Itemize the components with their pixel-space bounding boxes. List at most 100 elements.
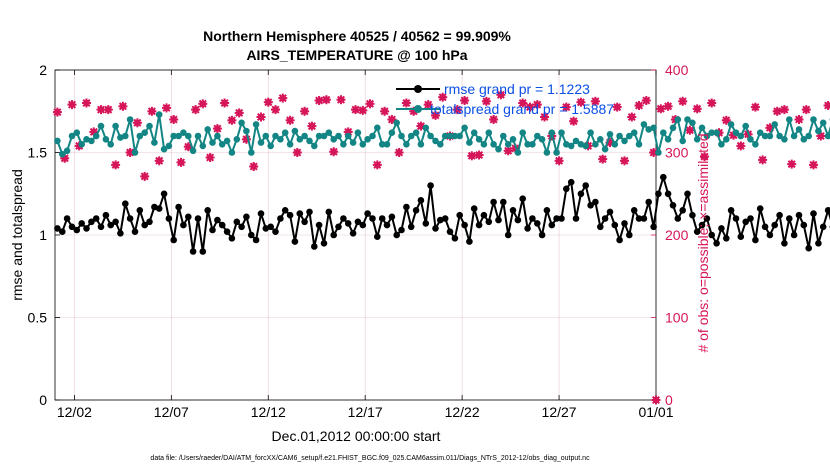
obs-assimilated-point: [380, 106, 390, 116]
totalspread-point: [398, 132, 405, 140]
data-series: [52, 90, 830, 405]
totalspread-point: [538, 136, 546, 143]
totalspread-point: [534, 132, 541, 140]
rmse-point: [524, 225, 531, 232]
rmse-point: [83, 225, 90, 232]
totalspread-point: [742, 122, 749, 130]
rmse-point: [199, 248, 207, 255]
obs-marker-d2: [96, 105, 106, 114]
obs-marker-d2: [329, 147, 338, 156]
rmse-point: [315, 221, 323, 229]
totalspread-point: [59, 150, 66, 158]
obs-assimilated-point: [700, 152, 709, 162]
rmse-point: [592, 198, 599, 206]
rmse-point: [485, 218, 493, 226]
obs-assimilated-point: [140, 171, 150, 181]
totalspread-point: [529, 141, 536, 148]
obs-assimilated-point: [729, 130, 738, 140]
obs-marker-d2: [773, 107, 782, 116]
obs-marker-d2: [286, 116, 295, 125]
totalspread-point: [374, 124, 381, 132]
totalspread-point: [325, 129, 333, 136]
totalspread-point: [189, 147, 197, 155]
legend-spread-label: totalspread grand pr = 1.5887: [430, 101, 614, 117]
obs-marker-d2: [213, 124, 222, 133]
rmse-point: [185, 213, 192, 221]
obs-assimilated-point: [460, 96, 470, 105]
obs-marker-d2: [104, 105, 113, 114]
obs-assimilated-point: [823, 101, 830, 110]
rmse-point: [335, 223, 342, 231]
obs-assimilated-point: [169, 115, 179, 124]
obs-marker-d2: [467, 151, 476, 160]
rmse-point: [815, 240, 822, 247]
rmse-point: [243, 213, 250, 221]
rmse-point: [252, 236, 260, 244]
rmse-point: [54, 225, 61, 232]
x-tick-label: 12/22: [445, 404, 480, 420]
rmse-point: [558, 215, 565, 222]
rmse-point: [325, 208, 333, 216]
obs-marker-d2: [395, 148, 404, 157]
obs-marker-d2: [460, 96, 469, 105]
rmse-point: [257, 210, 265, 217]
rmse-point: [543, 207, 551, 214]
rmse-point: [756, 205, 764, 212]
totalspread-point: [359, 141, 367, 148]
obs-marker-d2: [373, 160, 382, 169]
rmse-point: [587, 202, 594, 209]
totalspread-point: [369, 132, 376, 140]
obs-assimilated-point: [227, 115, 237, 125]
totalspread-point: [790, 132, 798, 140]
totalspread-point: [553, 149, 560, 156]
obs-marker-d2: [264, 98, 273, 107]
totalspread-point: [151, 139, 158, 146]
rmse-point: [146, 218, 153, 226]
obs-assimilated-point: [641, 96, 651, 105]
obs-marker-d2: [555, 156, 564, 165]
totalspread-point: [233, 136, 241, 143]
obs-marker-d2: [576, 98, 585, 107]
totalspread-point: [786, 116, 793, 123]
obs-marker-d2: [794, 115, 804, 124]
data-file-footer: data file: /Users/raeder/DAI/ATM_forcXX/…: [150, 455, 590, 462]
rmse-point: [456, 211, 464, 219]
obs-marker-d2: [453, 105, 462, 114]
totalspread-point: [146, 122, 153, 130]
obs-marker-d2: [307, 122, 316, 131]
rmse-point: [732, 215, 740, 222]
obs-assimilated-point: [336, 95, 346, 105]
obs-marker-d2: [540, 112, 549, 122]
obs-assimilated-point: [489, 115, 499, 124]
obs-marker-d2: [402, 98, 411, 108]
totalspread-point: [199, 142, 207, 150]
obs-assimilated-point: [794, 115, 804, 124]
totalspread-point: [257, 139, 265, 146]
rmse-point: [761, 223, 769, 231]
totalspread-point: [679, 137, 686, 145]
rmse-point: [519, 195, 526, 202]
rmse-point: [68, 223, 76, 231]
rmse-point: [122, 200, 129, 207]
obs-assimilated-point: [779, 105, 789, 115]
rmse-point: [233, 218, 241, 226]
totalspread-point: [223, 137, 231, 145]
obs-marker-d2: [176, 158, 186, 167]
x-axis-label: Dec.01,2012 00:00:00 start: [272, 428, 441, 444]
totalspread-point: [432, 137, 439, 145]
rmse-point: [403, 203, 410, 211]
totalspread-point: [354, 129, 362, 136]
totalspread-point: [630, 129, 638, 136]
obs-assimilated-point: [82, 98, 91, 108]
totalspread-point: [621, 137, 628, 145]
rmse-point: [480, 211, 488, 219]
rmse-point: [78, 220, 85, 227]
totalspread-point: [713, 129, 720, 136]
totalspread-point: [470, 129, 478, 136]
totalspread-point: [737, 132, 745, 140]
totalspread-point: [136, 132, 144, 140]
totalspread-point: [417, 141, 425, 148]
totalspread-point: [635, 141, 643, 148]
rmse-point: [432, 225, 439, 232]
obs-assimilated-point: [278, 93, 288, 103]
